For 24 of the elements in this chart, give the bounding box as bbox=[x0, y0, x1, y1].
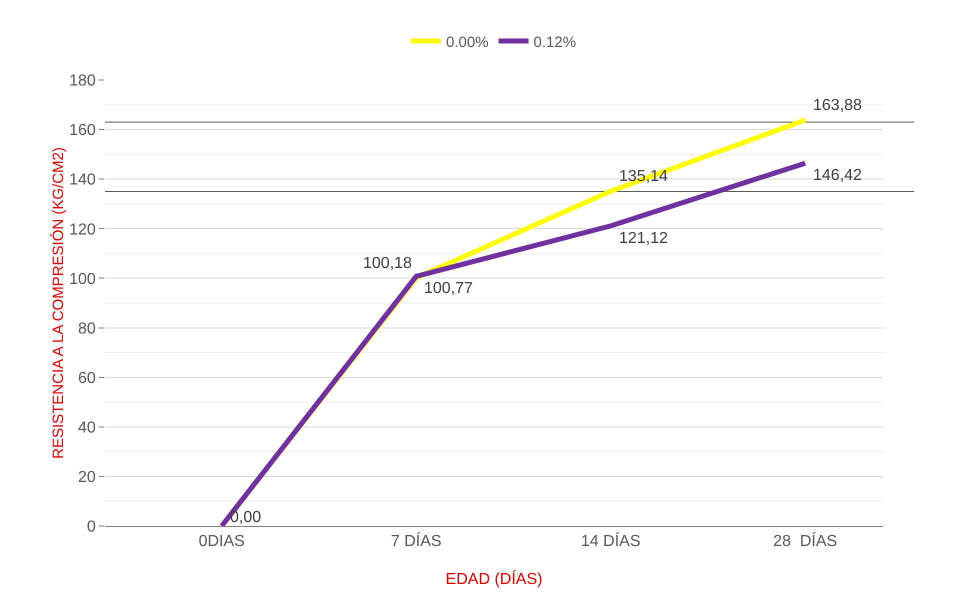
x-axis-title: EDAD (DÍAS) bbox=[446, 570, 542, 588]
x-tick-label: 28 DÍAS bbox=[773, 532, 838, 550]
y-tick-label: 80 bbox=[78, 320, 96, 338]
y-axis-title: RESISTENCIA A LA COMPRESIÓN (KG/CM2) bbox=[49, 147, 68, 459]
legend-label: 0.12% bbox=[534, 34, 576, 51]
data-label: 146,42 bbox=[813, 167, 862, 184]
y-tick-label: 60 bbox=[78, 370, 96, 387]
y-tick-label: 0 bbox=[86, 518, 96, 536]
x-tick-label: 7 DÍAS bbox=[390, 532, 442, 550]
data-label: 163,88 bbox=[813, 97, 862, 114]
x-tick-label: 14 DÍAS bbox=[580, 532, 640, 550]
data-label: 100,18 bbox=[363, 255, 412, 272]
data-label: 121,12 bbox=[619, 230, 668, 247]
y-tick-label: 100 bbox=[69, 270, 96, 288]
legend-label: 0.00% bbox=[446, 34, 489, 51]
data-label: 0,00 bbox=[230, 509, 262, 526]
y-tick-label: 40 bbox=[78, 419, 96, 436]
y-tick-label: 20 bbox=[78, 469, 96, 486]
y-tick-label: 180 bbox=[69, 72, 96, 90]
y-tick-label: 160 bbox=[69, 122, 96, 140]
data-label: 100,77 bbox=[424, 280, 474, 297]
y-tick-label: 140 bbox=[69, 172, 96, 189]
y-tick-label: 120 bbox=[69, 221, 96, 238]
x-tick-label: 0DIAS bbox=[198, 533, 245, 550]
